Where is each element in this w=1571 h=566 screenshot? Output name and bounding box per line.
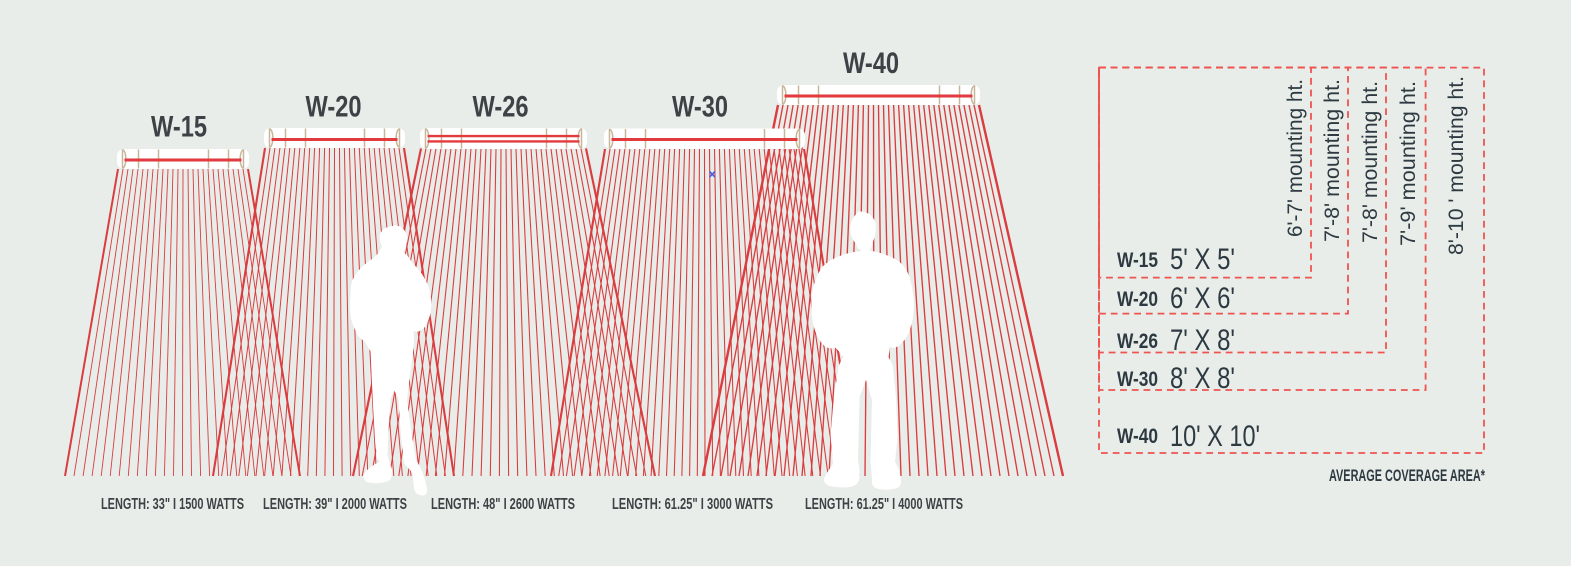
svg-text:7'-8' mounting ht.: 7'-8' mounting ht. [1358,81,1382,243]
svg-text:8' X 8': 8' X 8' [1170,362,1235,395]
svg-text:6' X 6': 6' X 6' [1170,282,1235,315]
svg-text:LENGTH: 61.25" I 3000 WATTS: LENGTH: 61.25" I 3000 WATTS [612,496,773,513]
svg-text:7'-8' mounting ht.: 7'-8' mounting ht. [1320,79,1344,242]
svg-text:W-30: W-30 [1117,368,1158,391]
svg-text:W-30: W-30 [672,91,728,124]
svg-text:W-20: W-20 [1117,288,1158,311]
svg-text:5' X 5': 5' X 5' [1170,243,1235,276]
svg-text:W-26: W-26 [473,91,529,124]
svg-text:W-26: W-26 [1117,330,1158,353]
svg-text:W-40: W-40 [1117,425,1158,448]
svg-text:7' X 8': 7' X 8' [1170,324,1235,357]
svg-text:W-40: W-40 [843,47,899,80]
svg-text:8'-10 ' mounting ht.: 8'-10 ' mounting ht. [1444,76,1468,255]
svg-text:LENGTH: 48" I 2600 WATTS: LENGTH: 48" I 2600 WATTS [431,496,575,513]
svg-text:6'-7' mounting ht.: 6'-7' mounting ht. [1283,79,1307,237]
svg-text:LENGTH: 33" I 1500 WATTS: LENGTH: 33" I 1500 WATTS [101,496,244,513]
svg-text:LENGTH: 61.25" I 4000 WATTS: LENGTH: 61.25" I 4000 WATTS [805,496,963,513]
svg-text:LENGTH: 39" I 2000 WATTS: LENGTH: 39" I 2000 WATTS [263,496,407,513]
svg-text:7'-9' mounting ht.: 7'-9' mounting ht. [1396,81,1420,246]
svg-text:10' X 10': 10' X 10' [1170,420,1260,453]
svg-text:W-15: W-15 [1117,249,1158,272]
svg-text:W-20: W-20 [306,91,362,124]
svg-text:W-15: W-15 [151,111,207,144]
svg-text:AVERAGE COVERAGE AREA*: AVERAGE COVERAGE AREA* [1329,467,1485,485]
